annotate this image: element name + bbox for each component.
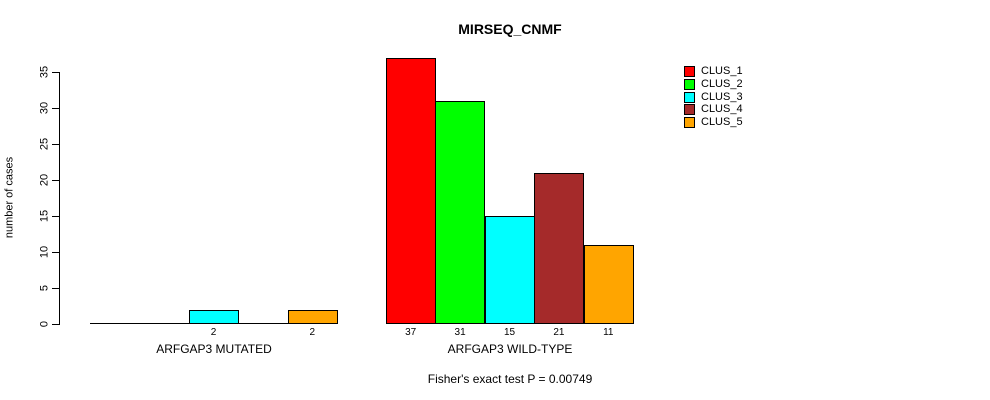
bar-clus_2-wildtype	[435, 100, 486, 324]
y-tick-label: 25	[38, 137, 51, 151]
bar-value-label: 31	[454, 327, 466, 338]
legend-label: CLUS_2	[701, 77, 743, 90]
legend-swatch-clus_2	[684, 78, 695, 90]
y-tick-label: 35	[38, 65, 51, 79]
bar-value-label: 2	[309, 327, 316, 338]
y-tick	[52, 144, 59, 145]
bar-value-label: 15	[503, 327, 516, 338]
y-axis-line	[59, 72, 60, 325]
bar-clus_4-mutated-zero	[238, 323, 289, 324]
bar-clus_5-mutated	[287, 309, 338, 324]
legend-swatch-clus_4	[684, 104, 695, 116]
y-tick	[52, 252, 59, 253]
bar-value-label: 2	[210, 327, 217, 338]
legend-swatch-clus_5	[684, 117, 695, 128]
legend-label: CLUS_5	[701, 116, 743, 128]
y-tick	[52, 216, 59, 217]
bar-clus_4-wildtype	[534, 172, 585, 324]
y-tick	[52, 288, 59, 289]
bar-clus_1-mutated-zero	[90, 323, 140, 324]
chart-title: MIRSEQ_CNMF	[458, 21, 562, 37]
bar-clus_5-wildtype	[583, 244, 634, 324]
y-tick	[52, 72, 59, 73]
legend-swatch-clus_3	[684, 91, 695, 103]
fisher-test-annotation: Fisher's exact test P = 0.00749	[427, 372, 593, 386]
bar-value-label: 11	[603, 327, 614, 338]
bar-value-label: 37	[405, 327, 417, 338]
y-tick	[52, 180, 59, 181]
x-group-label-mutated: ARFGAP3 MUTATED	[156, 342, 272, 356]
bar-clus_1-wildtype	[386, 57, 436, 324]
legend-swatch-clus_1	[684, 66, 695, 77]
x-group-label-wildtype: ARFGAP3 WILD-TYPE	[447, 342, 573, 356]
y-tick-label: 0	[38, 320, 51, 328]
y-tick-label: 20	[38, 173, 51, 187]
bar-clus_3-wildtype	[484, 216, 535, 324]
legend-label: CLUS_4	[701, 103, 743, 116]
y-tick-label: 10	[38, 245, 51, 259]
bar-clus_3-mutated	[188, 309, 239, 324]
bar-value-label: 21	[553, 327, 565, 338]
y-tick-label: 30	[38, 101, 51, 115]
y-tick	[52, 324, 59, 325]
legend-label: CLUS_3	[701, 90, 743, 103]
y-tick	[52, 108, 59, 109]
legend-label: CLUS_1	[701, 65, 743, 77]
bar-clus_2-mutated-zero	[139, 323, 190, 324]
y-tick-label: 15	[38, 209, 51, 223]
y-tick-label: 5	[38, 284, 51, 292]
